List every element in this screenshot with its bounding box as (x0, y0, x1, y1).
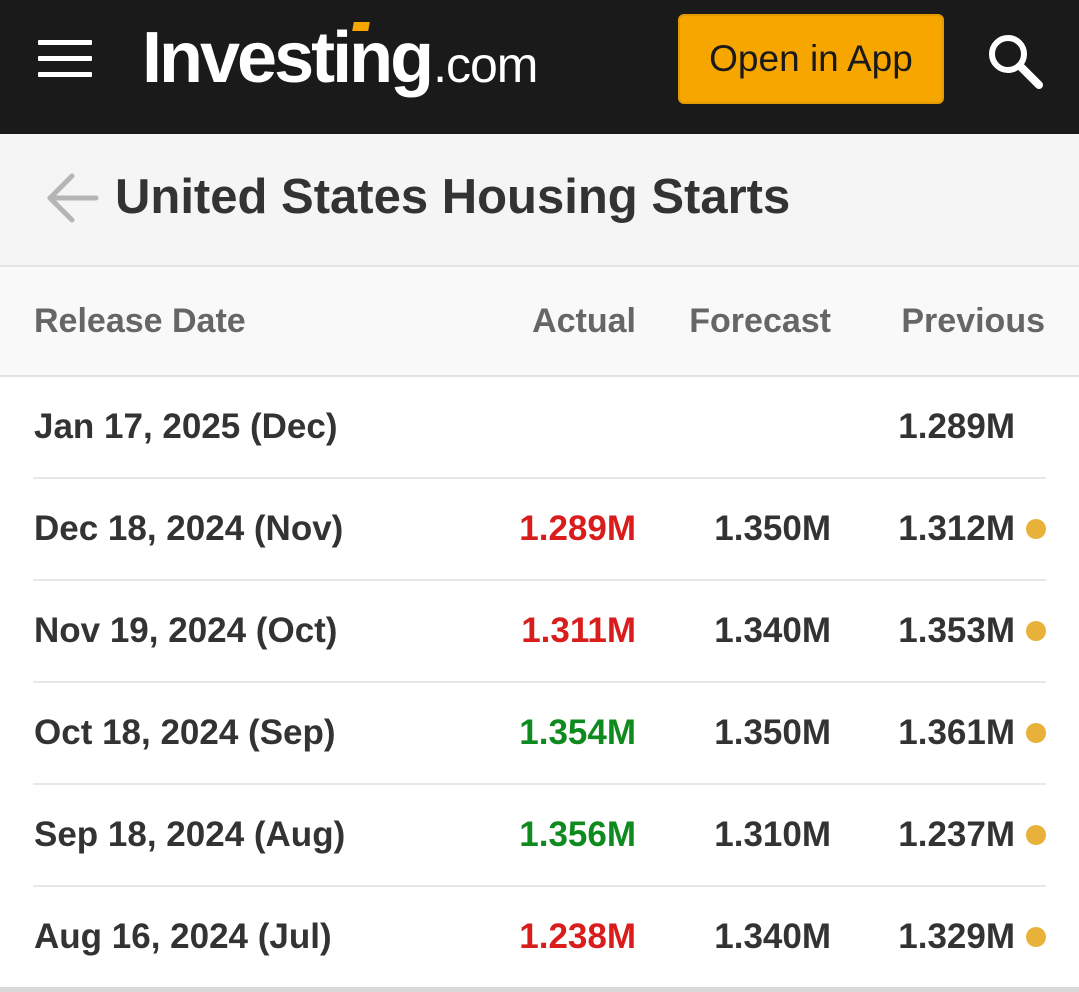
actual-value-cell: 1.238M (519, 917, 636, 956)
release-history-table: Jan 17, 2025 (Dec) 1.289M Dec 18, 2024 (… (0, 377, 1079, 989)
logo-accent-mark (352, 22, 370, 31)
actual-value-cell: 1.354M (519, 713, 636, 752)
revised-dot-icon[interactable] (1026, 927, 1046, 947)
page-title: United States Housing Starts (115, 170, 791, 224)
forecast-value-cell: 1.340M (714, 611, 831, 650)
logo-wordmark: Investing (142, 18, 434, 98)
table-row[interactable]: Aug 16, 2024 (Jul) 1.238M 1.340M 1.329M (33, 887, 1046, 989)
forecast-value-cell: 1.340M (714, 917, 831, 956)
previous-value-cell: 1.353M (898, 611, 1015, 650)
actual-value-cell: 1.356M (519, 815, 636, 854)
top-navigation-bar: Investing.com Open in App (0, 0, 1079, 134)
hamburger-menu-icon[interactable] (38, 38, 92, 78)
previous-value-cell: 1.312M (898, 509, 1015, 548)
column-header-release-date: Release Date (34, 302, 246, 340)
forecast-value-cell: 1.310M (714, 815, 831, 854)
table-row[interactable]: Jan 17, 2025 (Dec) 1.289M (33, 377, 1046, 479)
previous-value-cell: 1.329M (898, 917, 1015, 956)
revised-dot-icon[interactable] (1026, 825, 1046, 845)
forecast-value-cell: 1.350M (714, 713, 831, 752)
release-date-cell: Nov 19, 2024 (Oct) (34, 611, 338, 650)
investing-logo[interactable]: Investing.com (142, 18, 538, 98)
release-date-cell: Sep 18, 2024 (Aug) (34, 815, 346, 854)
release-date-cell: Dec 18, 2024 (Nov) (34, 509, 344, 548)
table-row[interactable]: Sep 18, 2024 (Aug) 1.356M 1.310M 1.237M (33, 785, 1046, 887)
column-header-forecast: Forecast (689, 302, 831, 340)
table-row[interactable]: Oct 18, 2024 (Sep) 1.354M 1.350M 1.361M (33, 683, 1046, 785)
column-header-previous: Previous (901, 302, 1045, 340)
actual-value-cell: 1.289M (519, 509, 636, 548)
page-title-bar: United States Housing Starts (0, 134, 1079, 267)
bottom-divider (0, 987, 1079, 992)
previous-value-cell: 1.237M (898, 815, 1015, 854)
previous-value-cell: 1.361M (898, 713, 1015, 752)
revised-dot-icon[interactable] (1026, 621, 1046, 641)
revised-dot-icon[interactable] (1026, 723, 1046, 743)
column-header-actual: Actual (532, 302, 636, 340)
back-arrow-icon[interactable] (44, 172, 100, 224)
logo-suffix: .com (433, 37, 538, 93)
release-date-cell: Oct 18, 2024 (Sep) (34, 713, 336, 752)
actual-value-cell: 1.311M (521, 611, 636, 650)
forecast-value-cell: 1.350M (714, 509, 831, 548)
table-header: Release Date Actual Forecast Previous (0, 267, 1079, 377)
table-row[interactable]: Nov 19, 2024 (Oct) 1.311M 1.340M 1.353M (33, 581, 1046, 683)
release-date-cell: Aug 16, 2024 (Jul) (34, 917, 332, 956)
release-date-cell: Jan 17, 2025 (Dec) (34, 407, 338, 446)
table-row[interactable]: Dec 18, 2024 (Nov) 1.289M 1.350M 1.312M (33, 479, 1046, 581)
search-icon[interactable] (984, 30, 1044, 90)
previous-value-cell: 1.289M (898, 407, 1015, 446)
open-in-app-button[interactable]: Open in App (678, 14, 944, 104)
revised-dot-icon[interactable] (1026, 519, 1046, 539)
